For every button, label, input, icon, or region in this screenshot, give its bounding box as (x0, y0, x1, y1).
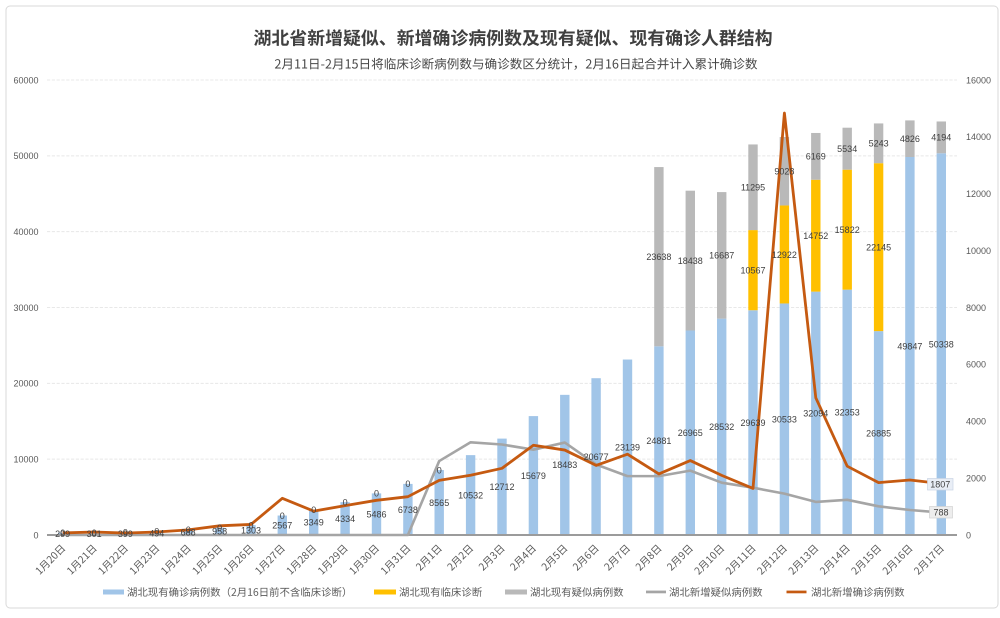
svg-text:28532: 28532 (709, 422, 734, 432)
svg-text:23638: 23638 (646, 252, 671, 262)
svg-text:0: 0 (92, 528, 97, 538)
svg-text:494: 494 (149, 528, 164, 538)
svg-text:26885: 26885 (866, 428, 891, 438)
svg-text:20677: 20677 (584, 452, 609, 462)
svg-text:10000: 10000 (966, 246, 991, 256)
svg-text:32353: 32353 (835, 408, 860, 418)
svg-text:49847: 49847 (897, 341, 922, 351)
svg-text:688: 688 (181, 528, 196, 538)
svg-text:3349: 3349 (304, 518, 324, 528)
svg-text:23139: 23139 (615, 443, 640, 453)
svg-text:6000: 6000 (966, 360, 986, 370)
svg-text:11295: 11295 (741, 183, 765, 193)
svg-text:0: 0 (60, 528, 65, 538)
svg-text:12712: 12712 (489, 482, 514, 492)
svg-text:40000: 40000 (13, 227, 38, 237)
svg-text:16000: 16000 (966, 75, 991, 85)
svg-text:50338: 50338 (929, 339, 954, 349)
svg-text:0: 0 (154, 527, 159, 537)
svg-text:0: 0 (248, 520, 253, 530)
svg-text:4194: 4194 (931, 133, 951, 143)
svg-text:26965: 26965 (678, 428, 703, 438)
svg-text:2000: 2000 (966, 473, 986, 483)
svg-text:0: 0 (374, 489, 379, 499)
svg-text:29639: 29639 (740, 418, 765, 428)
svg-text:12000: 12000 (966, 189, 991, 199)
svg-text:0: 0 (280, 511, 285, 521)
svg-text:15822: 15822 (835, 225, 860, 235)
svg-text:5243: 5243 (869, 139, 889, 149)
svg-text:32094: 32094 (803, 409, 828, 419)
svg-text:10532: 10532 (458, 490, 483, 500)
svg-text:14000: 14000 (966, 132, 991, 142)
svg-text:301: 301 (87, 529, 102, 539)
svg-text:18438: 18438 (678, 256, 703, 266)
svg-text:16687: 16687 (709, 251, 734, 261)
svg-text:20000: 20000 (13, 379, 38, 389)
svg-text:6169: 6169 (806, 152, 826, 162)
svg-text:4826: 4826 (900, 134, 920, 144)
svg-text:4334: 4334 (335, 514, 355, 524)
svg-text:1807: 1807 (930, 480, 950, 490)
svg-text:2567: 2567 (272, 521, 292, 531)
svg-text:15679: 15679 (521, 471, 546, 481)
svg-text:8000: 8000 (966, 303, 986, 313)
svg-text:30533: 30533 (772, 415, 797, 425)
svg-text:399: 399 (118, 529, 133, 539)
svg-text:0: 0 (343, 497, 348, 507)
svg-text:788: 788 (933, 508, 948, 518)
svg-text:60000: 60000 (13, 75, 38, 85)
svg-text:958: 958 (212, 527, 227, 537)
svg-text:22145: 22145 (866, 242, 891, 252)
svg-text:8565: 8565 (429, 498, 449, 508)
svg-text:18483: 18483 (552, 460, 577, 470)
svg-text:0: 0 (33, 530, 38, 540)
svg-text:10567: 10567 (740, 265, 765, 275)
svg-text:30000: 30000 (13, 303, 38, 313)
svg-text:50000: 50000 (13, 151, 38, 161)
svg-text:4000: 4000 (966, 417, 986, 427)
svg-text:24881: 24881 (646, 436, 671, 446)
svg-text:6738: 6738 (398, 505, 418, 515)
svg-text:0: 0 (405, 479, 410, 489)
svg-text:0: 0 (186, 525, 191, 535)
svg-text:0: 0 (217, 523, 222, 533)
svg-text:1303: 1303 (241, 525, 261, 535)
svg-text:12922: 12922 (772, 250, 797, 260)
svg-text:0: 0 (311, 505, 316, 515)
svg-text:5534: 5534 (837, 144, 857, 154)
svg-text:5486: 5486 (366, 510, 386, 520)
svg-text:299: 299 (55, 529, 70, 539)
svg-text:9028: 9028 (774, 167, 794, 177)
svg-text:0: 0 (123, 527, 128, 537)
svg-text:0: 0 (966, 530, 971, 540)
svg-text:0: 0 (437, 465, 442, 475)
svg-text:10000: 10000 (13, 454, 38, 464)
svg-text:14752: 14752 (803, 231, 828, 241)
